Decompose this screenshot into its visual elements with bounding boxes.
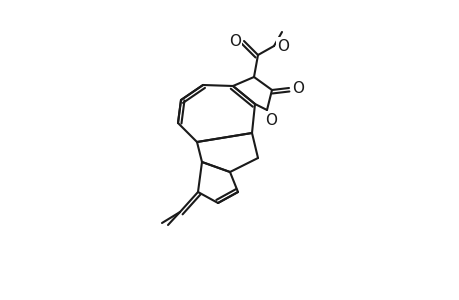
Text: O: O: [264, 112, 276, 128]
Text: O: O: [276, 38, 288, 53]
Text: O: O: [229, 34, 241, 49]
Text: O: O: [291, 80, 303, 95]
